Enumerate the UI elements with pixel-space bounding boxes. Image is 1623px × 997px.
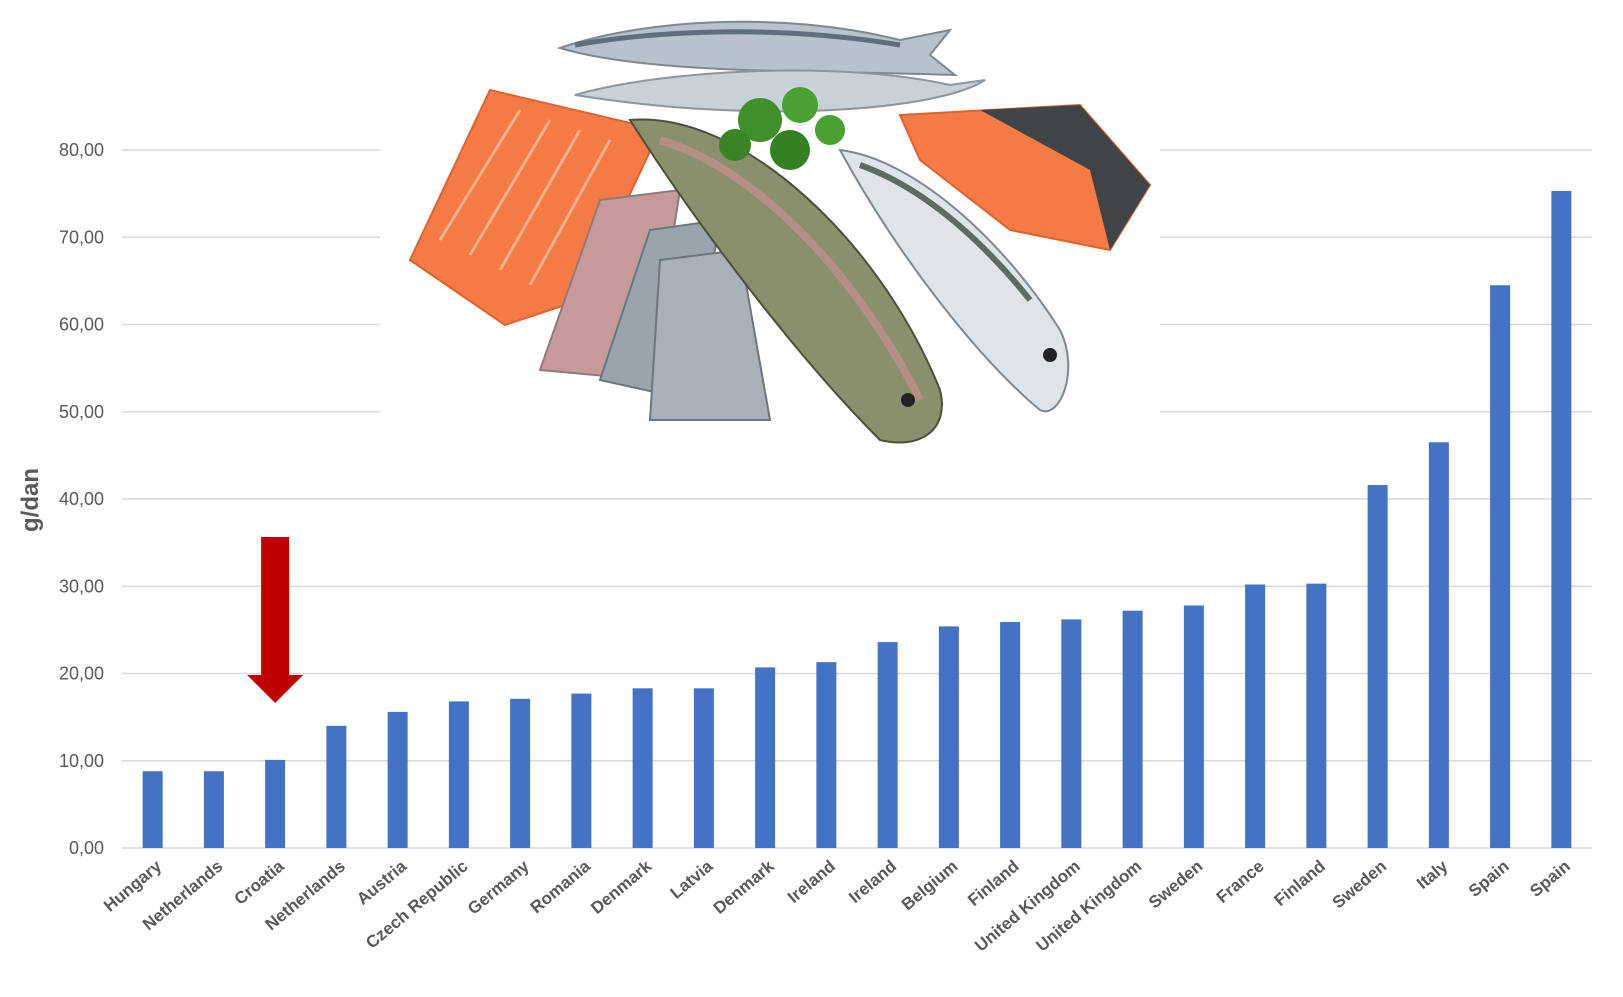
bar bbox=[265, 760, 285, 848]
bar bbox=[204, 771, 224, 848]
x-tick-label: Romania bbox=[527, 856, 595, 917]
bar bbox=[1306, 584, 1326, 848]
bar bbox=[755, 667, 775, 848]
y-tick-label: 20,00 bbox=[59, 664, 104, 684]
y-tick-label: 40,00 bbox=[59, 489, 104, 509]
bar bbox=[1490, 285, 1510, 848]
bar bbox=[143, 771, 163, 848]
y-axis-ticks: 0,00 10,00 20,00 30,00 40,00 50,00 60,00 70,00 8… bbox=[59, 140, 104, 858]
bar bbox=[1123, 611, 1143, 848]
bar bbox=[633, 688, 653, 848]
x-tick-label: Denmark bbox=[710, 856, 778, 918]
bar bbox=[878, 642, 898, 848]
bar bbox=[816, 662, 836, 848]
bar bbox=[939, 626, 959, 848]
x-tick-label: Finland bbox=[964, 857, 1023, 910]
x-tick-label: Italy bbox=[1413, 856, 1452, 893]
x-tick-label: Sweden bbox=[1145, 857, 1206, 913]
x-tick-label: United Kingdom bbox=[1032, 857, 1145, 956]
x-tick-label: Czech Republic bbox=[362, 857, 471, 953]
bar bbox=[510, 699, 530, 848]
x-tick-label: Austria bbox=[353, 856, 410, 909]
y-tick-label: 70,00 bbox=[59, 227, 104, 247]
x-tick-label: Germany bbox=[464, 856, 533, 918]
x-tick-label: United Kingdom bbox=[971, 857, 1084, 956]
x-tick-label: Ireland bbox=[845, 857, 900, 907]
x-tick-label: Spain bbox=[1465, 857, 1513, 901]
x-tick-label: Ireland bbox=[784, 857, 839, 907]
x-tick-label: Croatia bbox=[231, 856, 288, 909]
y-tick-label: 10,00 bbox=[59, 751, 104, 771]
bar bbox=[1000, 622, 1020, 848]
bar bbox=[694, 688, 714, 848]
x-tick-label: Denmark bbox=[587, 856, 655, 918]
arrow-shaft bbox=[261, 537, 289, 677]
bar bbox=[1368, 485, 1388, 848]
bar bbox=[571, 694, 591, 848]
x-tick-label: France bbox=[1213, 857, 1268, 907]
bar bbox=[1429, 442, 1449, 848]
y-tick-label: 60,00 bbox=[59, 315, 104, 335]
y-axis-label: g/dan bbox=[17, 468, 44, 532]
bar bbox=[449, 701, 469, 848]
bar bbox=[1061, 619, 1081, 848]
x-tick-label: Sweden bbox=[1329, 857, 1390, 913]
bar bbox=[1245, 585, 1265, 848]
x-tick-label: Finland bbox=[1270, 857, 1329, 910]
arrow-head bbox=[247, 675, 303, 703]
y-tick-label: 30,00 bbox=[59, 576, 104, 596]
bar bbox=[1184, 605, 1204, 848]
x-tick-label: Latvia bbox=[667, 856, 717, 902]
y-tick-label: 50,00 bbox=[59, 402, 104, 422]
highlight-arrow-icon bbox=[247, 537, 303, 703]
fish-photo-illustration bbox=[380, 0, 1160, 490]
bar bbox=[1551, 191, 1571, 848]
bar bbox=[326, 726, 346, 848]
x-tick-label: Spain bbox=[1526, 857, 1574, 901]
bar bbox=[388, 712, 408, 848]
x-tick-label: Belgium bbox=[898, 857, 962, 915]
y-tick-label: 0,00 bbox=[69, 838, 104, 858]
y-tick-label: 80,00 bbox=[59, 140, 104, 160]
